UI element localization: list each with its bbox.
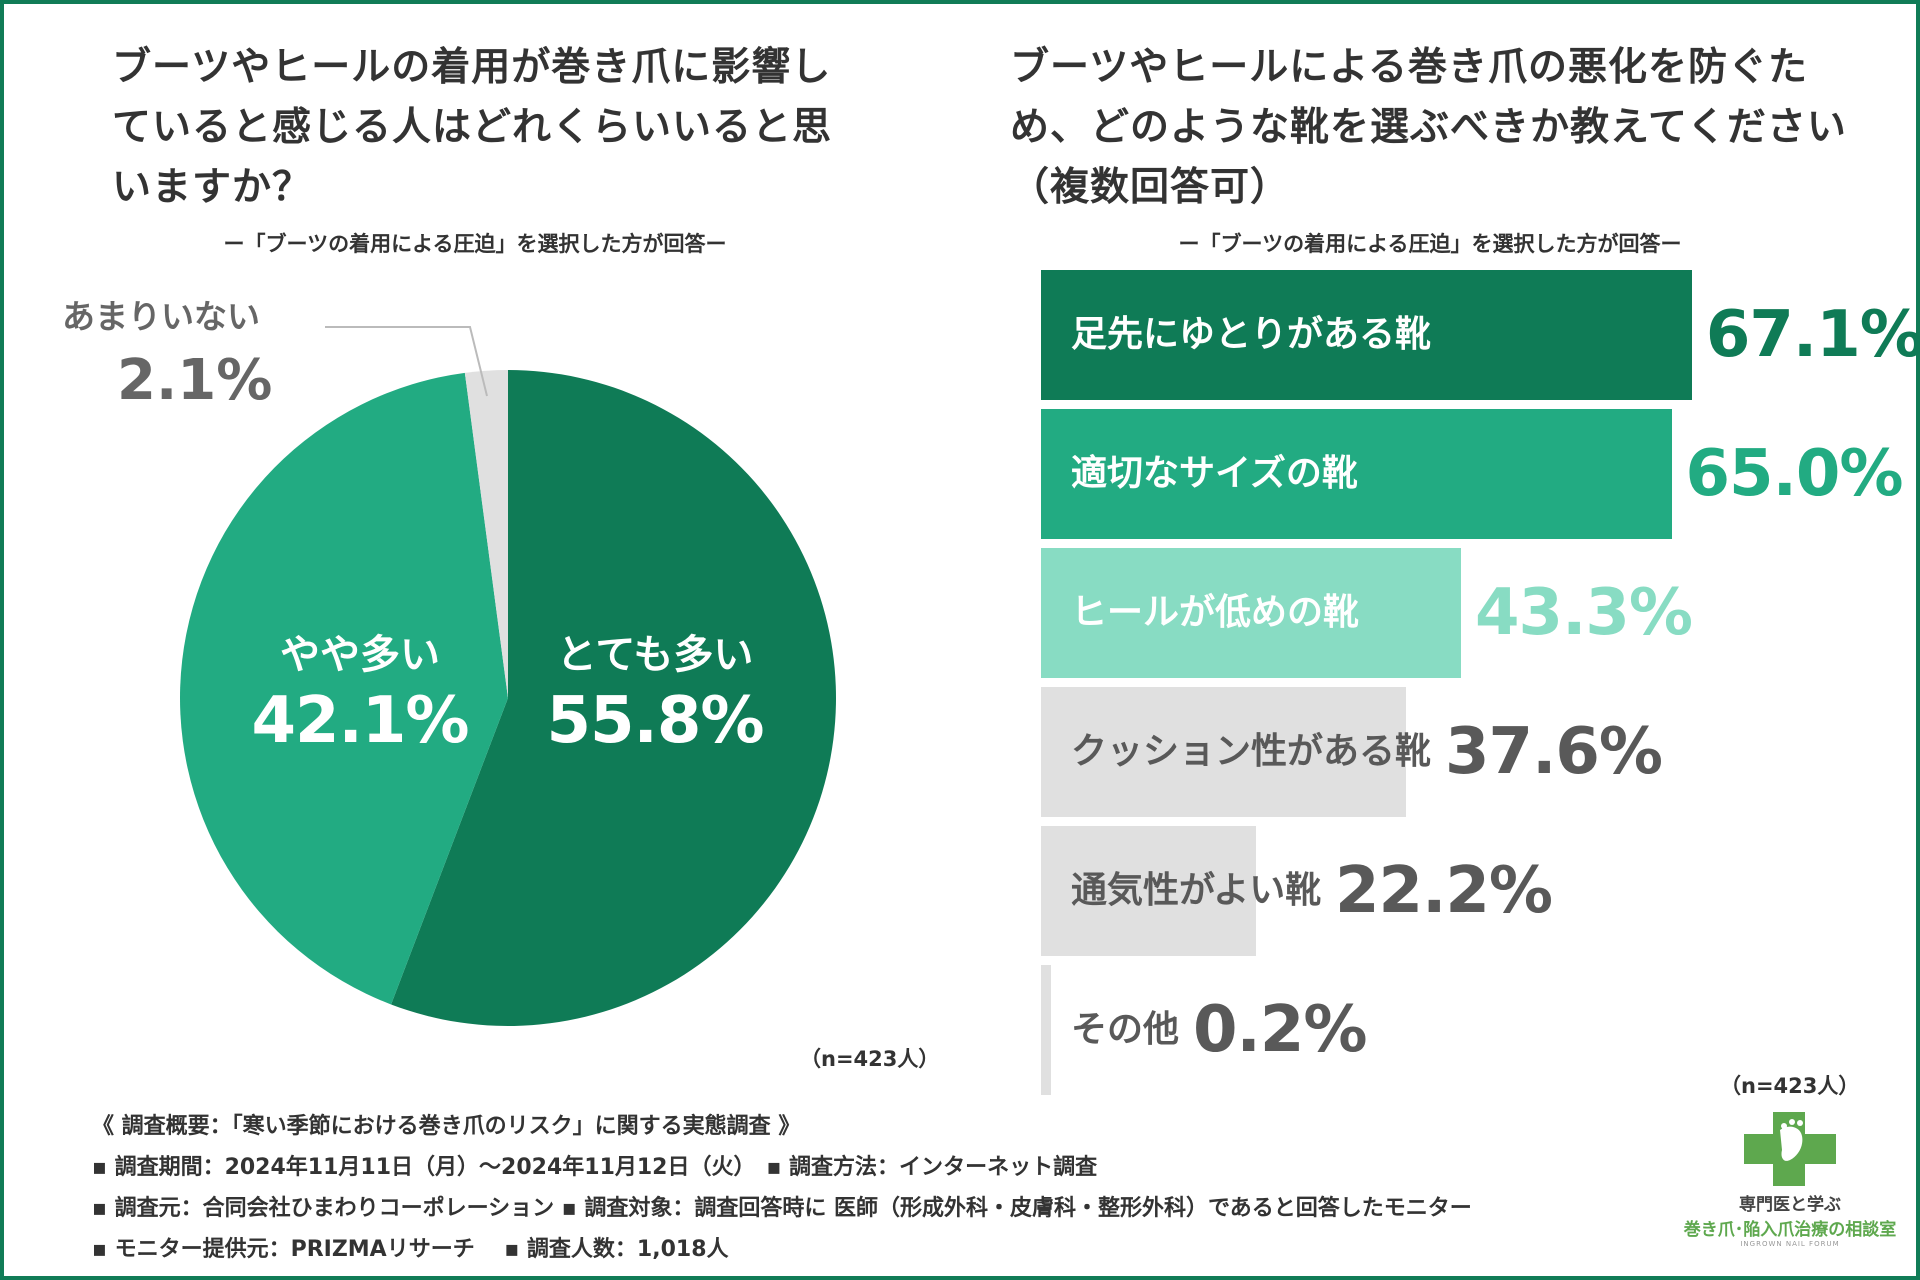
logo-text-sub: INGROWN NAIL FORUM	[1740, 1240, 1840, 1248]
pie-label-value: 42.1%	[251, 684, 469, 758]
pie-label-category: あまりいない	[62, 297, 260, 336]
survey-line: ▪ モニター提供元：PRIZMAリサーチ ▪ 調査人数：1,018人	[92, 1237, 729, 1262]
left-chart-title: ブーツやヒールの着用が巻き爪に影響し ていると感じる人はどれくらいいると思 いま…	[112, 38, 912, 218]
right-title-line: （複数回答可）	[1010, 165, 1291, 210]
right-title-line: ブーツやヒールによる巻き爪の悪化を防ぐた	[1010, 45, 1809, 90]
bar-value-label: 67.1%	[1705, 298, 1920, 372]
bar-category-label: 通気性がよい靴	[1071, 870, 1322, 911]
bar-category-label: 適切なサイズの靴	[1071, 453, 1358, 494]
pie-label-yaya-ooi: やや多い 42.1%	[245, 622, 475, 758]
left-chart-subtitle: ー「ブーツの着用による圧迫」を選択した方が回答ー	[223, 232, 727, 256]
bar-tsuki	[1041, 826, 1257, 956]
left-sample-size: （n=423人）	[800, 1047, 940, 1071]
pie-label-category: とても多い	[556, 632, 754, 678]
survey-line: ▪ 調査期間：2024年11月11日（月）〜2024年11月12日（火） ▪ 調…	[92, 1155, 1098, 1180]
pie-slice-yaya-ooi	[180, 372, 509, 1005]
bar-value-label: 65.0%	[1685, 437, 1904, 511]
bar-cushion	[1041, 687, 1406, 817]
pie-label-value: 55.8%	[546, 684, 764, 758]
right-chart-subtitle: ー「ブーツの着用による圧迫」を選択した方が回答ー	[1178, 232, 1682, 256]
survey-line: ▪ 調査元：合同会社ひまわりコーポレーション ▪ 調査対象：調査回答時に 医師（…	[92, 1196, 1472, 1221]
forum-logo: 専門医と学ぶ 巻き爪･陥入爪治療の相談室 INGROWN NAIL FORUM	[1680, 1110, 1900, 1260]
left-title-line: いますか？	[112, 165, 313, 210]
logo-text-top: 専門医と学ぶ	[1739, 1195, 1841, 1215]
left-title-line: ていると感じる人はどれくらいいると思	[112, 105, 833, 150]
survey-summary: 《 調査概要：「寒い季節における巻き爪のリスク」に関する実態調査 》 ▪ 調査期…	[92, 1106, 1472, 1270]
logo-text-main: 巻き爪･陥入爪治療の相談室	[1683, 1220, 1897, 1240]
pie-label-value: 2.1%	[117, 348, 273, 413]
cross-foot-icon	[1744, 1112, 1836, 1186]
bar-value-label: 43.3%	[1475, 576, 1693, 650]
bar-tekisetsu-size	[1041, 409, 1672, 539]
bar-category-label: 足先にゆとりがある靴	[1071, 314, 1432, 355]
bar-category-label: その他	[1071, 1009, 1180, 1050]
pie-label-category: やや多い	[280, 632, 440, 678]
bar-category-label: ヒールが低めの靴	[1071, 592, 1360, 633]
bar-value-label: 0.2%	[1193, 993, 1367, 1067]
pie-label-totemo-ooi: とても多い 55.8%	[540, 622, 770, 758]
left-title-line: ブーツやヒールの着用が巻き爪に影響し	[112, 45, 832, 90]
pie-slice-totemo-ooi	[391, 370, 836, 1026]
pie-slice-amari-inai	[464, 370, 508, 698]
bar-category-label: クッション性がある靴	[1071, 731, 1432, 772]
right-sample-size: （n=423人）	[1720, 1074, 1860, 1098]
pie-label-amari-inai: あまりいない 2.1%	[62, 290, 272, 413]
bar-value-label: 22.2%	[1335, 854, 1553, 928]
bar-value-label: 37.6%	[1445, 715, 1663, 789]
bar-heel-hikume	[1041, 548, 1461, 678]
leader-line	[325, 326, 488, 397]
bar-ashisaki-yutori	[1041, 270, 1692, 400]
survey-header: 《 調査概要：「寒い季節における巻き爪のリスク」に関する実態調査 》	[92, 1114, 801, 1139]
bar-sonota	[1041, 965, 1051, 1095]
right-chart-title: ブーツやヒールによる巻き爪の悪化を防ぐた め、どのような靴を選ぶべきか教えてくだ…	[1010, 38, 1890, 218]
right-title-line: め、どのような靴を選ぶべきか教えてください	[1010, 105, 1847, 150]
